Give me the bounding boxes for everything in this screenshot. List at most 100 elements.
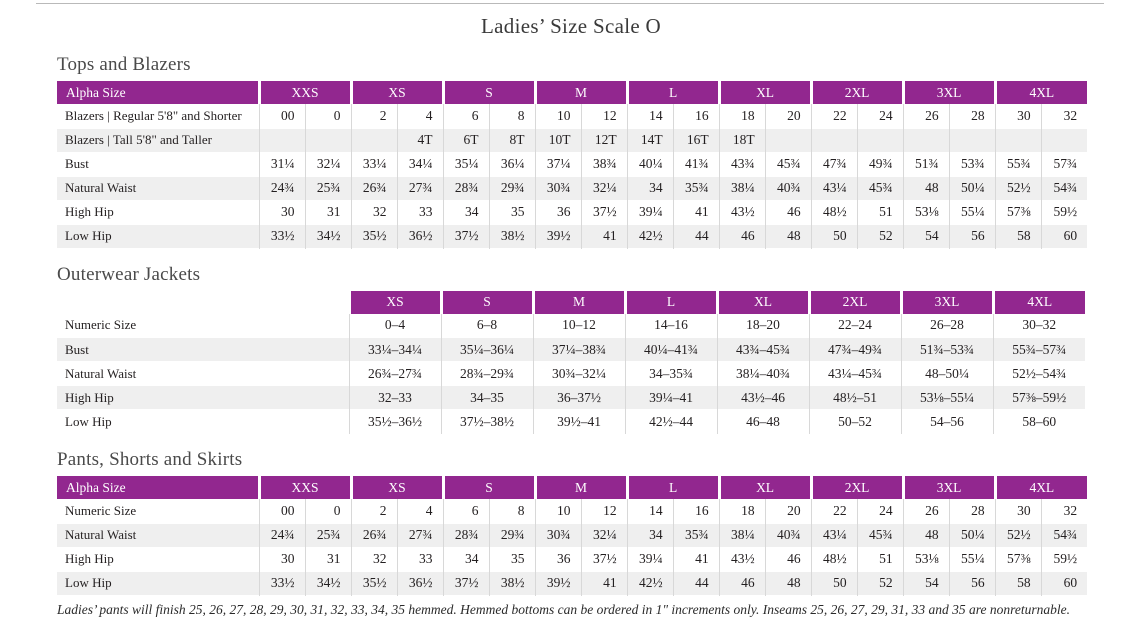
size-value-cell: 10	[534, 104, 582, 128]
size-value-cell: 16	[672, 104, 720, 128]
size-group-header: 4XL	[993, 476, 1088, 499]
size-value-cell: 24	[856, 499, 904, 523]
size-value-cell: 46	[764, 547, 812, 571]
size-value-cell: 31	[304, 200, 352, 224]
size-value-cell: 35¾	[672, 523, 720, 547]
size-value-cell: 4	[396, 499, 444, 523]
row-label: High Hip	[65, 204, 114, 219]
size-value-cell: 32	[350, 200, 398, 224]
page-title: Ladies’ Size Scale O	[481, 14, 661, 38]
row-label: Numeric Size	[65, 317, 137, 333]
size-value-cell: 0	[304, 104, 352, 128]
size-value-cell: 36	[534, 200, 582, 224]
size-value-cell: 00	[258, 499, 305, 523]
size-value-cell: 43½	[718, 547, 766, 571]
size-value-cell: 30–32	[992, 313, 1085, 338]
row-label: Numeric Size	[65, 502, 137, 518]
section-heading-pants-shorts-skirts: Pants, Shorts and Skirts	[57, 449, 243, 470]
size-value-cell: 20	[764, 104, 812, 128]
size-value-cell: 50¼	[948, 176, 996, 200]
table-row: Bust 31¼ 32¼ 33¼ 34¼ 35¼ 36¼ 37¼ 38¾ 40¼ 41¾ 43¾ 45¾…	[57, 152, 1088, 176]
size-value-cell: 42½	[626, 571, 674, 595]
size-value-cell: 18	[718, 499, 766, 523]
size-value-cell: 55¾	[994, 152, 1042, 176]
size-value-cell: 30	[258, 200, 305, 224]
size-value-cell: 30¾–32¼	[532, 361, 625, 386]
size-value-cell: 41¾	[672, 152, 720, 176]
alpha-size-header	[57, 291, 349, 314]
size-value-cell: 36½	[396, 224, 444, 248]
size-value-cell: 45¾	[856, 176, 904, 200]
size-value-cell: 48	[764, 224, 812, 248]
size-value-cell: 41	[580, 571, 628, 595]
size-value-cell: 48	[902, 523, 950, 547]
size-value-cell: 30¾	[534, 176, 582, 200]
size-group-header: 3XL	[901, 81, 996, 104]
size-value-cell: 33½	[258, 571, 305, 595]
size-value-cell: 26¾–27¾	[348, 361, 441, 386]
table-row: Numeric Size 00 0 2 4 6 8 10 12 14 16 18 20 22 24 26 28 3…	[57, 499, 1088, 523]
size-value-cell: 57⅜–59½	[992, 385, 1085, 410]
size-value-cell: 46	[718, 571, 766, 595]
size-value-cell: 39½	[534, 571, 582, 595]
size-value-cell: 31¼	[258, 152, 305, 176]
size-value-cell	[856, 128, 904, 152]
size-value-cell: 42½	[626, 224, 674, 248]
size-group-header: XXS	[257, 476, 352, 499]
size-value-cell: 26	[902, 104, 950, 128]
size-value-cell: 37¼–38¾	[532, 337, 625, 362]
size-value-cell: 44	[672, 571, 720, 595]
size-value-cell: 52½	[994, 523, 1042, 547]
size-value-cell: 41	[672, 200, 720, 224]
size-value-cell: 10T	[534, 128, 582, 152]
size-header-row: Alpha Size XXS XS S M L XL 2XL 3XL 4XL	[57, 81, 1088, 104]
size-value-cell: 24	[856, 104, 904, 128]
size-value-cell: 35	[488, 547, 536, 571]
size-value-cell: 28¾–29¾	[440, 361, 533, 386]
size-value-cell: 18T	[718, 128, 766, 152]
size-value-cell: 33	[396, 200, 444, 224]
size-group-header: M	[533, 476, 628, 499]
section-heading-tops-and-blazers: Tops and Blazers	[57, 54, 191, 75]
size-value-cell: 6	[442, 104, 490, 128]
size-value-cell: 14–16	[624, 313, 717, 338]
size-value-cell: 35½	[350, 224, 398, 248]
size-header-row: XS S M L XL 2XL 3XL 4XL	[57, 290, 1085, 314]
size-value-cell: 55¼	[948, 547, 996, 571]
size-group-header: S	[441, 81, 536, 104]
size-group-header: XL	[715, 290, 809, 314]
size-value-cell: 55¾–57¾	[992, 337, 1085, 362]
size-value-cell: 34–35	[440, 385, 533, 410]
section-heading-outerwear-jackets: Outerwear Jackets	[57, 263, 201, 285]
size-value-cell: 57⅜	[994, 200, 1042, 224]
size-value-cell: 43½–46	[716, 385, 809, 410]
size-value-cell: 40¼–41¾	[624, 337, 717, 362]
size-group-header: L	[623, 290, 717, 314]
size-value-cell: 34½	[304, 224, 352, 248]
size-value-cell: 46–48	[716, 409, 809, 434]
size-group-header: L	[625, 476, 720, 499]
size-value-cell: 41	[580, 224, 628, 248]
size-value-cell: 32¼	[580, 176, 628, 200]
size-value-cell: 38¾	[580, 152, 628, 176]
size-value-cell: 52	[856, 571, 904, 595]
size-value-cell: 30¾	[534, 523, 582, 547]
size-value-cell: 37½	[580, 547, 628, 571]
size-value-cell: 48–50¼	[900, 361, 993, 386]
size-value-cell: 37½	[580, 200, 628, 224]
size-group-header: S	[441, 476, 536, 499]
size-value-cell: 33¼–34¼	[348, 337, 441, 362]
size-group-header: 4XL	[991, 290, 1085, 314]
size-group-header: XXS	[257, 81, 352, 104]
size-value-cell: 57⅜	[994, 547, 1042, 571]
size-value-cell: 36½	[396, 571, 444, 595]
size-value-cell: 26¾	[350, 523, 398, 547]
size-value-cell: 48½	[810, 547, 858, 571]
size-value-cell: 51¾	[902, 152, 950, 176]
size-value-cell: 54¾	[1040, 523, 1088, 547]
size-value-cell: 12T	[580, 128, 628, 152]
size-group-header: L	[625, 81, 720, 104]
size-value-cell: 32	[350, 547, 398, 571]
row-label: High Hip	[65, 551, 114, 566]
size-value-cell: 44	[672, 224, 720, 248]
